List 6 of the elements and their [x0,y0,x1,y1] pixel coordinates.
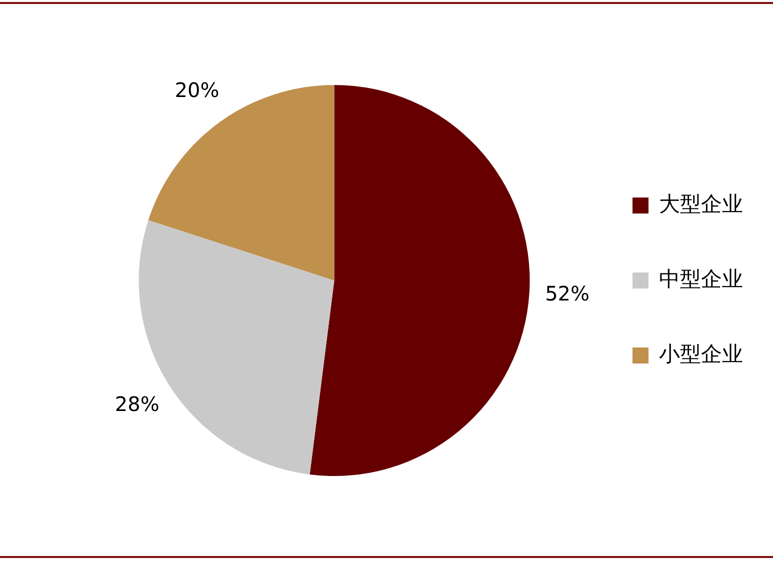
legend-label: 小型企业 [659,342,743,366]
data-label: 28% [114,392,160,416]
legend-label: 大型企业 [659,192,743,216]
legend-label: 中型企业 [659,266,743,291]
data-label: 52% [545,281,590,306]
data-label: 20% [174,78,220,102]
